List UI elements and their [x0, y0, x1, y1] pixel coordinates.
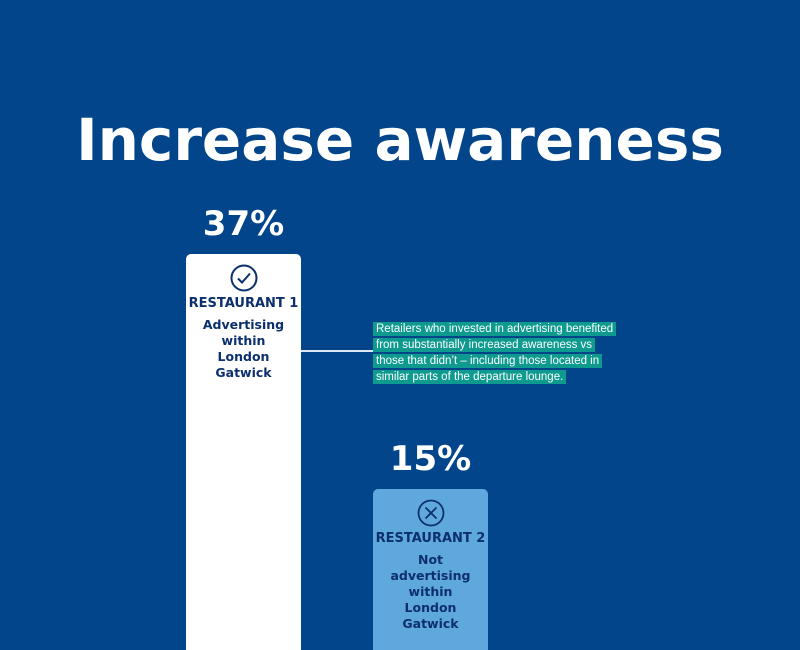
bar-category-label: RESTAURANT 1: [188, 296, 299, 311]
bar-description: Advertising within London Gatwick: [202, 317, 285, 380]
check-circle-icon: [230, 264, 257, 292]
value-label-restaurant-1: 37%: [202, 204, 285, 244]
value-label-restaurant-2: 15%: [389, 439, 472, 480]
x-circle-icon: [417, 500, 444, 527]
page-title: Increase awareness: [76, 106, 724, 174]
annotation-note: Retailers who invested in advertising be…: [373, 321, 623, 385]
annotation-connector-line: [301, 350, 373, 352]
bar-restaurant-2: RESTAURANT 2 Not advertising within Lond…: [373, 489, 488, 650]
annotation-text: Retailers who invested in advertising be…: [373, 322, 617, 384]
bar-category-label: RESTAURANT 2: [375, 531, 486, 547]
bar-restaurant-1: RESTAURANT 1 Advertising within London G…: [186, 254, 301, 650]
bar-description: Not advertising within London Gatwick: [390, 552, 471, 632]
